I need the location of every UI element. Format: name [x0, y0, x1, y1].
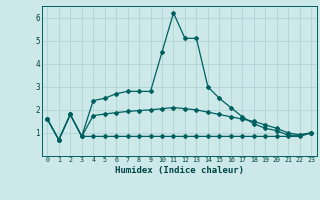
X-axis label: Humidex (Indice chaleur): Humidex (Indice chaleur) — [115, 166, 244, 175]
